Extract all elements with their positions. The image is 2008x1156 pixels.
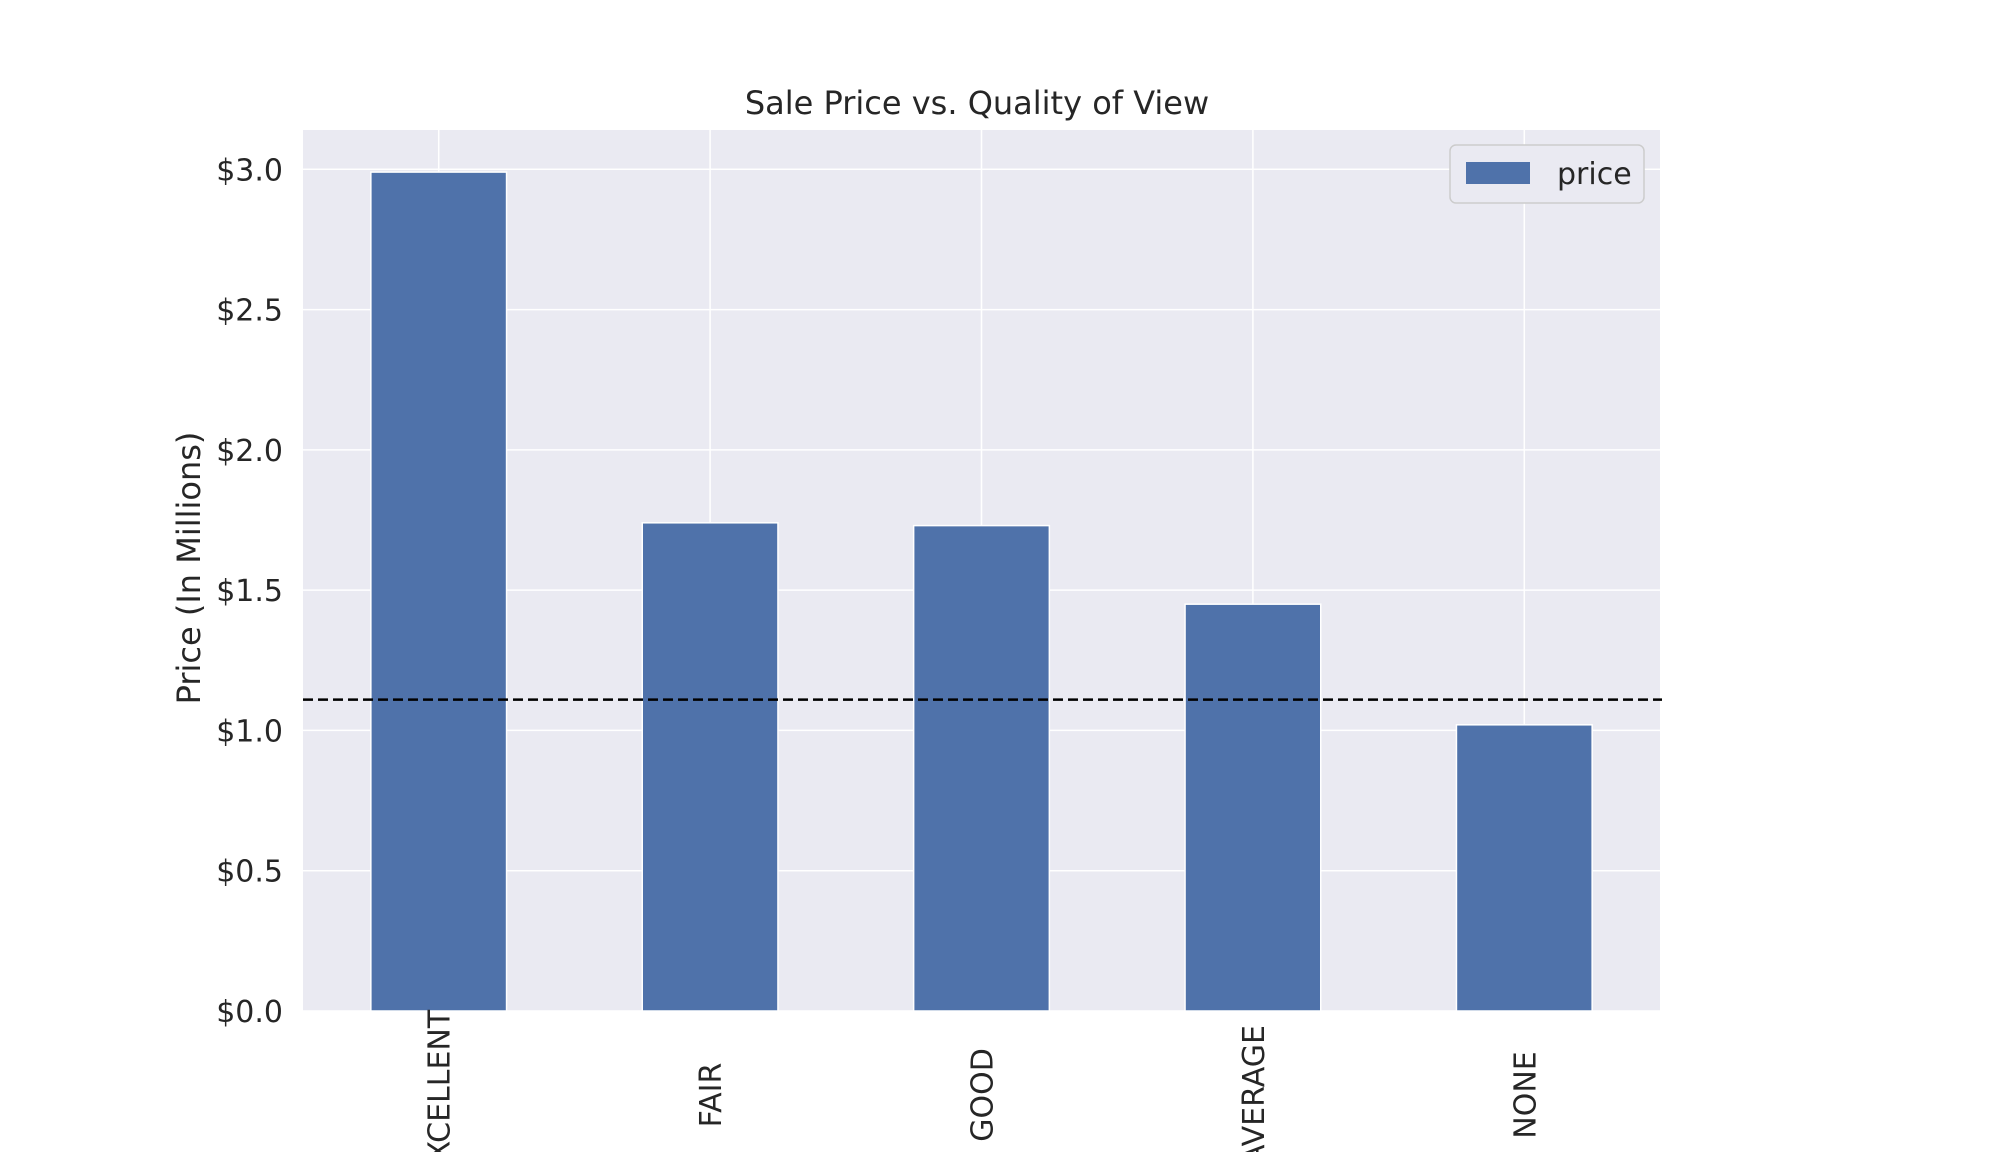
y-tick-label: $1.5 bbox=[216, 574, 283, 609]
x-tick-label: EXCELLENT bbox=[423, 1009, 458, 1152]
y-axis-label: Price (In Millions) bbox=[170, 432, 208, 705]
legend-label: price bbox=[1557, 157, 1632, 192]
y-tick-label: $0.5 bbox=[216, 855, 283, 890]
bar-excellent bbox=[370, 171, 508, 1012]
bar-good bbox=[912, 524, 1051, 1012]
y-tick-label: $0.0 bbox=[216, 995, 283, 1030]
y-axis-ticks: $0.0 $0.5 $1.0 $1.5 $2.0 $2.5 $3.0 bbox=[216, 153, 283, 1030]
bar-fair bbox=[641, 522, 779, 1012]
y-tick-label: $2.0 bbox=[216, 434, 283, 469]
x-tick-label: AVERAGE bbox=[1237, 1025, 1272, 1152]
legend-swatch bbox=[1466, 162, 1530, 184]
x-tick-label: NONE bbox=[1508, 1051, 1543, 1138]
x-tick-label: GOOD bbox=[966, 1048, 1001, 1142]
legend-box bbox=[1449, 144, 1645, 204]
y-tick-label: $2.5 bbox=[216, 294, 283, 329]
x-axis-ticks: EXCELLENT FAIR GOOD AVERAGE NONE bbox=[423, 1009, 1544, 1152]
x-tick-label: FAIR bbox=[694, 1063, 729, 1128]
chart-title: Sale Price vs. Quality of View bbox=[745, 84, 1209, 122]
y-tick-label: $3.0 bbox=[216, 153, 283, 188]
bar-average bbox=[1184, 603, 1322, 1012]
y-tick-label: $1.0 bbox=[216, 714, 283, 749]
bar-none bbox=[1455, 724, 1593, 1012]
bars bbox=[370, 171, 1593, 1012]
legend: price bbox=[1449, 144, 1645, 204]
